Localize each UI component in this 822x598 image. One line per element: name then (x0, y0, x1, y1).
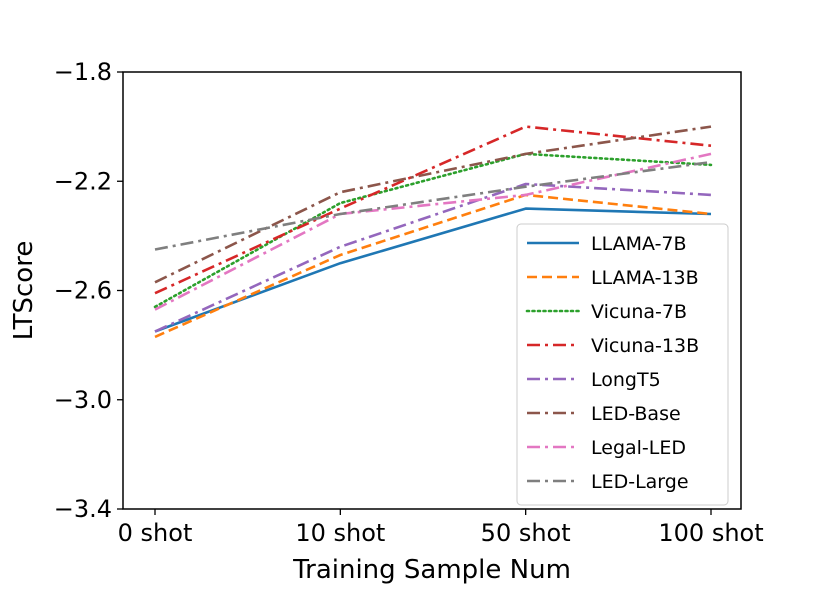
x-axis: 0 shot 10 shot 50 shot 100 shot (118, 509, 764, 547)
series-line-vicuna-13b (154, 125, 712, 295)
y-tick-label: −3.4 (54, 495, 112, 523)
y-tick-label: −3.0 (54, 386, 112, 414)
x-tick-label: 50 shot (481, 519, 571, 547)
legend-label: LED-Base (591, 403, 681, 425)
legend-box (516, 223, 729, 506)
y-axis-label: LTScore (9, 241, 39, 341)
series-line-llama-13b (154, 193, 712, 339)
legend-label: LLAMA-13B (591, 267, 699, 289)
legend-label: LongT5 (591, 369, 661, 391)
series-layer (153, 125, 713, 339)
y-tick-label: −2.2 (54, 167, 112, 195)
legend-label: LLAMA-7B (591, 233, 687, 255)
y-tick-label: −1.8 (54, 58, 112, 86)
legend-label: Vicuna-7B (591, 301, 687, 323)
x-tick-label: 100 shot (658, 519, 763, 547)
series-line-vicuna-7b (153, 152, 713, 309)
legend-label: Legal-LED (591, 437, 686, 459)
legend-label: Vicuna-13B (591, 335, 699, 357)
legend: LLAMA-7B LLAMA-13B Vicuna-7B Vicuna-13B Long… (516, 223, 729, 506)
series-line-led-large (154, 160, 712, 251)
series-line-llama-7b (154, 207, 712, 333)
x-axis-label: Training Sample Num (292, 555, 571, 585)
legend-label: LED-Large (591, 471, 689, 493)
x-tick-label: 0 shot (118, 519, 193, 547)
x-tick-label: 10 shot (295, 519, 385, 547)
y-axis: −1.8 −2.2 −2.6 −3.0 −3.4 (54, 58, 123, 523)
series-line-legal-led (154, 152, 712, 311)
y-tick-label: −2.6 (54, 277, 112, 305)
